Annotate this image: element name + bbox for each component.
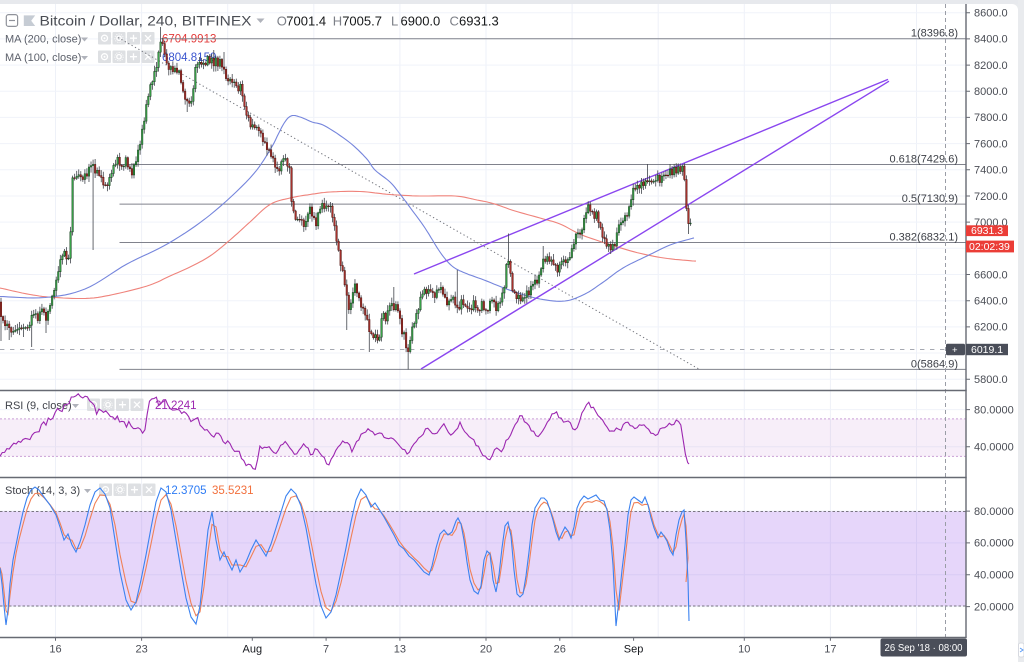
svg-text:RSI (9, close): RSI (9, close) [5, 400, 72, 412]
svg-text:6704.9913: 6704.9913 [162, 34, 216, 46]
svg-text:7400.0: 7400.0 [974, 165, 1008, 177]
svg-text:7200.0: 7200.0 [974, 191, 1008, 203]
svg-text:10: 10 [738, 644, 750, 656]
svg-text:20.0000: 20.0000 [974, 601, 1014, 613]
svg-text:O: O [277, 14, 287, 29]
svg-text:7600.0: 7600.0 [974, 138, 1008, 150]
svg-text:8400.0: 8400.0 [974, 34, 1008, 46]
svg-text:8200.0: 8200.0 [974, 60, 1008, 72]
svg-text:0.5(7130.9): 0.5(7130.9) [902, 193, 958, 205]
svg-text:23: 23 [135, 644, 147, 656]
svg-text:MA (200, close): MA (200, close) [5, 34, 81, 46]
svg-text:6804.8159: 6804.8159 [162, 52, 216, 64]
svg-text:40.0000: 40.0000 [974, 570, 1014, 582]
svg-text:Aug: Aug [243, 644, 263, 656]
svg-text:MA (100, close): MA (100, close) [5, 52, 81, 64]
svg-text:6200.0: 6200.0 [974, 322, 1008, 334]
svg-text:C: C [450, 14, 459, 29]
svg-text:7: 7 [323, 644, 329, 656]
svg-text:60.0000: 60.0000 [974, 538, 1014, 550]
svg-text:8600.0: 8600.0 [974, 8, 1008, 20]
svg-text:8000.0: 8000.0 [974, 86, 1008, 98]
svg-text:13: 13 [394, 644, 406, 656]
svg-text:6019.1: 6019.1 [971, 344, 1003, 356]
svg-text:17: 17 [824, 644, 836, 656]
svg-text:1(8396.8): 1(8396.8) [911, 28, 958, 40]
svg-text:20: 20 [480, 644, 492, 656]
svg-text:6600.0: 6600.0 [974, 269, 1008, 281]
svg-text:6931.3: 6931.3 [971, 225, 1003, 237]
svg-text:21.2241: 21.2241 [155, 400, 197, 412]
svg-text:+: + [952, 345, 958, 356]
svg-text:H: H [333, 14, 342, 29]
svg-text:80.0000: 80.0000 [974, 404, 1014, 416]
svg-text:26 Sep '18 · 08:00: 26 Sep '18 · 08:00 [885, 642, 963, 654]
svg-text:7800.0: 7800.0 [974, 112, 1008, 124]
svg-text:6931.3: 6931.3 [459, 14, 499, 29]
svg-text:40.0000: 40.0000 [974, 442, 1014, 454]
svg-text:0.382(6832.1): 0.382(6832.1) [890, 232, 959, 244]
svg-text:16: 16 [49, 644, 61, 656]
svg-text:26: 26 [554, 644, 566, 656]
svg-text:12.3705: 12.3705 [165, 485, 207, 497]
svg-text:L: L [391, 14, 398, 29]
svg-text:6400.0: 6400.0 [974, 296, 1008, 308]
svg-text:Sep: Sep [624, 644, 644, 656]
svg-text:5800.0: 5800.0 [974, 374, 1008, 386]
svg-text:7005.7: 7005.7 [342, 14, 382, 29]
svg-text:6900.0: 6900.0 [401, 14, 441, 29]
svg-text:0(5864.9): 0(5864.9) [911, 358, 958, 370]
svg-text:Bitcoin / Dollar, 240, BITFINE: Bitcoin / Dollar, 240, BITFINEX [40, 13, 253, 29]
svg-text:80.0000: 80.0000 [974, 506, 1014, 518]
svg-text:0.618(7429.6): 0.618(7429.6) [890, 154, 959, 166]
svg-text:Stoch (14, 3, 3): Stoch (14, 3, 3) [5, 485, 80, 497]
svg-text:35.5231: 35.5231 [212, 485, 254, 497]
svg-text:02:02:39: 02:02:39 [969, 241, 1010, 253]
svg-text:7001.4: 7001.4 [286, 14, 326, 29]
